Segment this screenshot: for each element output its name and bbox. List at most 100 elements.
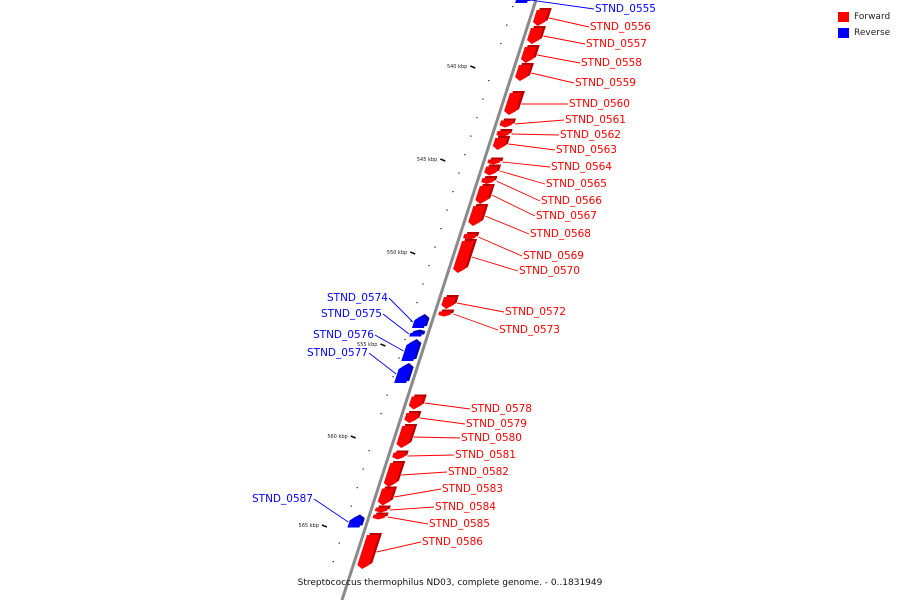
gene-block-stnd_0572[interactable] (441, 297, 456, 309)
leader-line (456, 302, 505, 313)
minor-tick (410, 320, 412, 322)
gene-block-stnd_0573[interactable] (438, 311, 452, 317)
gene-block-stnd_0584[interactable] (374, 507, 388, 513)
gene-label-stnd_0575[interactable]: STND_0575 (321, 308, 382, 320)
gene-label-stnd_0559[interactable]: STND_0559 (575, 77, 636, 89)
gene-block-stnd_0563[interactable] (492, 138, 508, 150)
gene-label-stnd_0582[interactable]: STND_0582 (448, 466, 509, 478)
gene-block-stnd_0558[interactable] (520, 47, 537, 63)
gene-block-stnd_0569[interactable] (463, 234, 477, 240)
leader-line (502, 161, 551, 168)
gene-label-stnd_0583[interactable]: STND_0583 (442, 483, 503, 495)
gene-block-stnd_0586[interactable] (357, 535, 380, 569)
gene-label-stnd_0572[interactable]: STND_0572 (505, 306, 566, 318)
gene-block-stnd_0570[interactable] (453, 241, 475, 273)
minor-tick (332, 561, 335, 563)
gene-block-stnd_0557[interactable] (527, 28, 543, 44)
gene-block-stnd_0579[interactable] (404, 413, 419, 423)
leader-line (407, 454, 455, 457)
tick-label: 555 kbp (357, 342, 377, 348)
gene-block-stnd_0575[interactable] (409, 331, 423, 337)
gene-label-stnd_0578[interactable]: STND_0578 (471, 403, 532, 415)
gene-label-stnd_0574[interactable]: STND_0574 (327, 292, 388, 304)
leader-line (508, 143, 556, 151)
leader-line (471, 256, 519, 272)
gene-block-stnd_0567[interactable] (475, 186, 492, 204)
legend-item-forward: Forward (838, 9, 890, 24)
gene-block-stnd_0555[interactable] (515, 0, 529, 3)
gene-label-stnd_0555[interactable]: STND_0555 (595, 3, 656, 15)
leader-line (413, 436, 461, 439)
gene-label-stnd_0567[interactable]: STND_0567 (536, 210, 597, 222)
gene-label-stnd_0557[interactable]: STND_0557 (586, 38, 647, 50)
tick-label: 545 kbp (417, 157, 437, 163)
gene-label-stnd_0586[interactable]: STND_0586 (422, 536, 483, 548)
gene-block-stnd_0577[interactable] (394, 365, 411, 383)
gene-block-stnd_0565[interactable] (484, 166, 499, 176)
genome-backbone (340, 0, 538, 600)
minor-tick (392, 376, 394, 378)
legend-item-reverse: Reverse (838, 25, 890, 40)
gene-block-stnd_0582[interactable] (383, 463, 403, 487)
minor-tick (356, 487, 358, 489)
gene-block-stnd_0561[interactable] (499, 120, 514, 128)
gene-block-stnd_0574[interactable] (411, 316, 427, 328)
tick-label: 565 kbp (299, 523, 319, 529)
minor-tick (446, 209, 448, 211)
leader-line (313, 498, 349, 523)
gene-block-stnd_0576[interactable] (401, 341, 419, 361)
minor-tick (428, 265, 430, 267)
gene-block-stnd_0585[interactable] (372, 514, 386, 520)
gene-block-stnd_0580[interactable] (396, 426, 415, 448)
minor-tick (488, 80, 490, 82)
major-tick (470, 65, 476, 69)
labels-layer: STND_0555 STND_0556 STND_0557 STND_0558 STND… (252, 0, 656, 553)
gene-block-stnd_0568[interactable] (468, 206, 486, 226)
leader-line (499, 170, 546, 185)
gene-block-stnd_0560[interactable] (504, 93, 522, 115)
gene-block-stnd_0587[interactable] (347, 516, 362, 528)
leader-line (478, 236, 523, 257)
gene-label-stnd_0558[interactable]: STND_0558 (581, 57, 642, 69)
minor-tick (398, 357, 400, 359)
gene-label-stnd_0570[interactable]: STND_0570 (519, 265, 580, 277)
leader-line (511, 133, 560, 136)
gene-label-stnd_0585[interactable]: STND_0585 (429, 518, 490, 530)
gene-block-stnd_0564[interactable] (487, 159, 501, 165)
minor-tick (512, 6, 514, 8)
gene-label-stnd_0579[interactable]: STND_0579 (466, 418, 527, 430)
gene-label-stnd_0556[interactable]: STND_0556 (590, 21, 651, 33)
gene-label-stnd_0580[interactable]: STND_0580 (461, 432, 522, 444)
major-tick (409, 251, 416, 255)
gene-label-stnd_0560[interactable]: STND_0560 (569, 98, 630, 110)
gene-label-stnd_0576[interactable]: STND_0576 (313, 329, 374, 341)
gene-block-stnd_0583[interactable] (377, 488, 395, 506)
gene-block-stnd_0556[interactable] (532, 10, 549, 26)
leader-line (382, 313, 410, 335)
minor-tick (482, 98, 484, 100)
gene-block-stnd_0578[interactable] (408, 396, 424, 410)
reverse-swatch (838, 27, 849, 38)
gene-block-stnd_0566[interactable] (481, 178, 495, 184)
gene-label-stnd_0569[interactable]: STND_0569 (523, 250, 584, 262)
gene-label-stnd_0568[interactable]: STND_0568 (530, 228, 591, 240)
leader-line (453, 313, 499, 331)
gene-block-stnd_0581[interactable] (392, 452, 406, 460)
major-tick (321, 524, 328, 528)
gene-label-stnd_0573[interactable]: STND_0573 (499, 324, 560, 336)
gene-label-stnd_0564[interactable]: STND_0564 (551, 161, 612, 173)
gene-block-stnd_0562[interactable] (496, 131, 510, 137)
leader-line (549, 17, 590, 28)
gene-label-stnd_0581[interactable]: STND_0581 (455, 449, 516, 461)
gene-label-stnd_0587[interactable]: STND_0587 (252, 493, 313, 505)
minor-tick (362, 468, 364, 470)
gene-label-stnd_0562[interactable]: STND_0562 (560, 129, 621, 141)
gene-label-stnd_0584[interactable]: STND_0584 (435, 501, 496, 513)
gene-label-stnd_0577[interactable]: STND_0577 (307, 347, 368, 359)
gene-label-stnd_0563[interactable]: STND_0563 (556, 144, 617, 156)
gene-label-stnd_0566[interactable]: STND_0566 (541, 195, 602, 207)
minor-tick (338, 542, 340, 544)
gene-label-stnd_0561[interactable]: STND_0561 (565, 114, 626, 126)
gene-block-stnd_0559[interactable] (515, 65, 531, 81)
gene-label-stnd_0565[interactable]: STND_0565 (546, 178, 607, 190)
